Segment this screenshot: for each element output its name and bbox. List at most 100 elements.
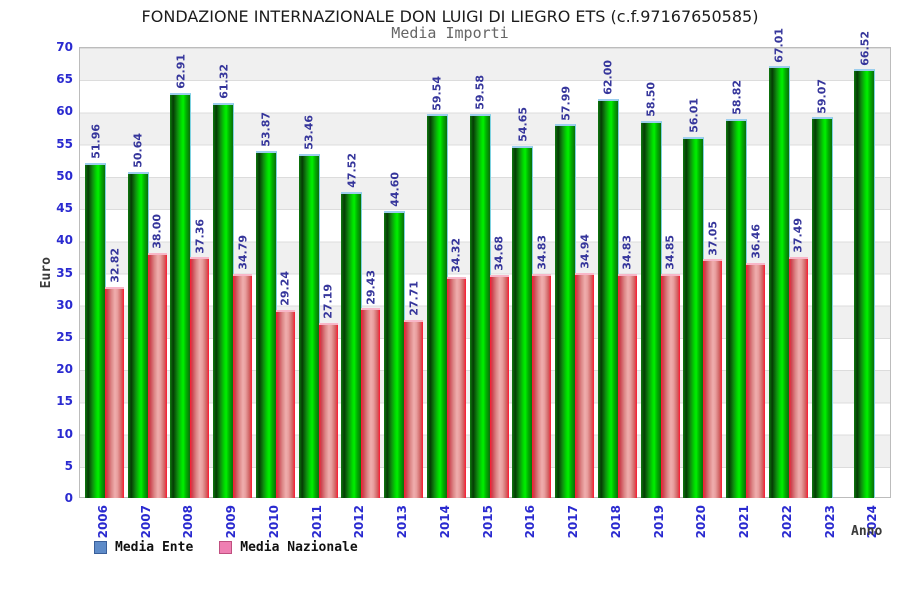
- bar-media-nazionale: [105, 286, 124, 498]
- bar-value-label: 62.00: [601, 59, 615, 95]
- bar-value-label: 51.96: [89, 124, 102, 160]
- bar-value-label: 34.79: [236, 235, 250, 270]
- bar-value-label: 50.64: [131, 132, 145, 168]
- bar-media-nazionale: [404, 319, 424, 498]
- bar-value-label: 34.85: [663, 234, 677, 270]
- y-tick-label: 10: [56, 426, 73, 441]
- year-group: 44.60 27.71: [378, 47, 424, 498]
- bar-value-label: 47.52: [345, 153, 359, 188]
- x-tick-label: 2014: [437, 505, 452, 539]
- x-tick-label: 2006: [96, 505, 110, 539]
- y-tick-label: 40: [56, 233, 73, 248]
- bar-media-ente: [426, 114, 448, 498]
- bar-media-nazionale: [190, 257, 210, 498]
- year-group: 57.99 34.94: [549, 47, 595, 498]
- year-group: 51.96 32.82: [79, 47, 124, 498]
- x-tick-label: 2007: [138, 505, 153, 539]
- bar-media-nazionale: [233, 273, 253, 498]
- bar-media-ente: [768, 66, 790, 498]
- bar-value-label: 32.82: [108, 247, 121, 283]
- bar-value-label: 62.91: [174, 53, 188, 89]
- y-tick-label: 25: [56, 329, 73, 344]
- bar-media-nazionale: [489, 274, 509, 498]
- x-tick-label: 2022: [779, 505, 794, 539]
- bar-media-ente: [213, 102, 235, 498]
- y-tick-label: 50: [56, 168, 73, 183]
- bar-media-ente: [341, 191, 363, 498]
- x-tick-label: 2018: [608, 505, 623, 539]
- bar-value-label: 37.49: [791, 217, 805, 253]
- year-group: 50.64 38.00: [122, 47, 167, 498]
- bar-media-ente: [298, 153, 320, 498]
- x-tick-label: 2017: [566, 505, 581, 539]
- bar-media-nazionale: [147, 253, 167, 498]
- bar-value-label: 54.65: [516, 107, 530, 142]
- year-group: 54.65 34.83: [506, 47, 552, 498]
- bar-media-nazionale: [703, 259, 723, 498]
- bar-value-label: 59.58: [473, 75, 487, 111]
- bar-value-label: 59.54: [430, 75, 444, 111]
- bar-value-label: 56.01: [687, 98, 701, 134]
- x-tick-label: 2019: [651, 505, 666, 539]
- bar-value-label: 36.46: [749, 224, 763, 260]
- bar-media-nazionale: [660, 273, 680, 498]
- year-group: 59.07: [806, 47, 849, 498]
- bar-value-label: 58.82: [730, 80, 744, 115]
- y-tick-label: 15: [56, 394, 73, 409]
- x-tick-label: 2023: [822, 505, 837, 539]
- bar-media-ente: [170, 92, 192, 498]
- bar-value-label: 29.24: [278, 270, 292, 306]
- legend-item-media-nazionale: Media Nazionale: [219, 540, 358, 555]
- bar-media-nazionale: [275, 309, 295, 498]
- bar-value-label: 34.94: [578, 234, 592, 269]
- x-axis-title: Anno: [851, 524, 883, 539]
- year-group: 58.50 34.85: [635, 47, 680, 498]
- y-tick-label: 55: [56, 136, 73, 151]
- bar-media-ente: [127, 171, 149, 498]
- x-tick-label: 2015: [480, 505, 495, 539]
- bar-media-nazionale: [446, 276, 466, 498]
- bar-value-label: 53.87: [259, 112, 273, 147]
- year-group: 59.58 34.68: [464, 47, 509, 498]
- bar-media-ente: [255, 150, 277, 498]
- y-tick-label: 5: [64, 458, 73, 473]
- bar-value-label: 37.05: [706, 220, 720, 256]
- bar-media-ente: [85, 163, 106, 498]
- bar-media-nazionale: [532, 273, 552, 498]
- bar-value-label: 58.50: [644, 82, 658, 118]
- bar-value-label: 29.43: [364, 269, 378, 305]
- year-group: 59.54 34.32: [421, 47, 466, 498]
- bar-value-label: 66.52: [858, 30, 872, 66]
- x-tick-label: 2011: [309, 505, 324, 539]
- bar-media-ente: [512, 145, 534, 498]
- bar-value-label: 44.60: [388, 171, 402, 207]
- year-group: 62.91 37.36: [164, 47, 210, 498]
- y-tick-label: 60: [56, 104, 73, 119]
- bar-value-label: 34.83: [620, 234, 634, 270]
- bar-value-label: 34.83: [535, 234, 549, 270]
- y-tick-label: 70: [56, 40, 73, 54]
- bar-value-label: 37.36: [193, 218, 207, 254]
- year-group: 53.46 27.19: [293, 47, 338, 498]
- bar-series-container: 51.96 32.82 50.64 38.00 62.91 37.36 61.32 34.79…: [79, 28, 891, 498]
- bar-media-nazionale: [575, 272, 595, 498]
- bar-media-ente: [683, 137, 705, 498]
- y-tick-label: 45: [56, 201, 73, 216]
- x-tick-label: 2012: [352, 505, 367, 539]
- bar-media-ente: [555, 124, 577, 498]
- bar-media-ente: [469, 114, 491, 498]
- x-tick-label: 2010: [266, 505, 281, 539]
- bar-media-ente: [384, 210, 406, 498]
- year-group: 53.87 29.24: [250, 47, 295, 498]
- bar-media-ente: [726, 119, 748, 498]
- bar-value-label: 34.68: [492, 235, 506, 271]
- x-tick-label: 2021: [737, 505, 752, 539]
- year-group: 66.52: [848, 31, 891, 498]
- year-group: 62.00 34.83: [592, 47, 637, 498]
- x-tick-label: 2013: [395, 505, 410, 539]
- y-axis-ticks: 0 5 10 15 20 25 30 35 40 45 50 55 60 65 70: [0, 40, 73, 505]
- year-group: 47.52 29.43: [335, 47, 381, 498]
- legend: Media Ente Media Nazionale: [94, 540, 384, 555]
- x-tick-label: 2016: [523, 505, 538, 539]
